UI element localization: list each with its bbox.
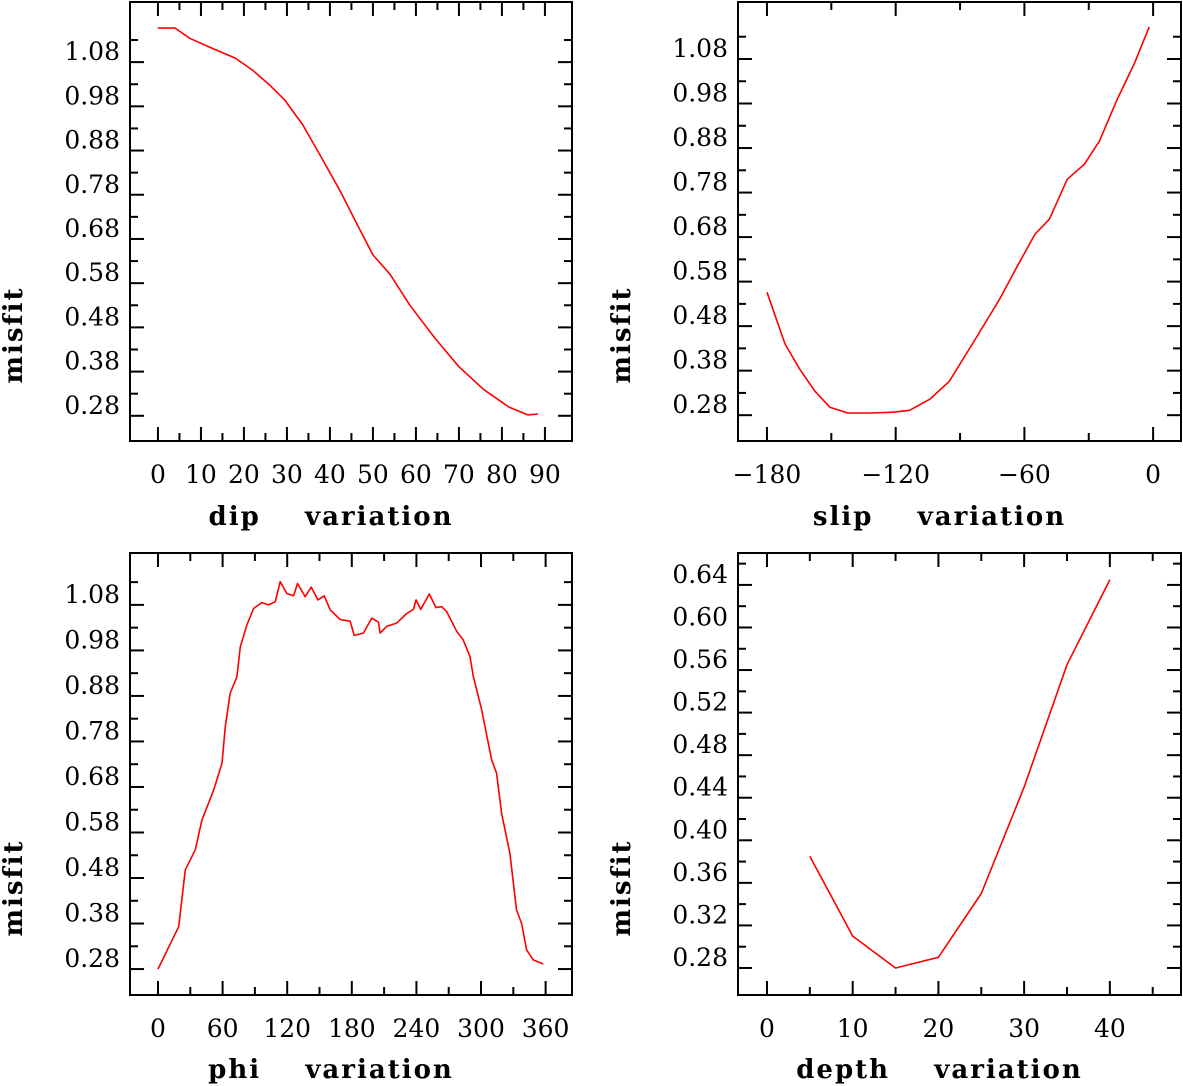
x-tick-label: 360 xyxy=(522,1014,570,1043)
y-tick-label: 0.32 xyxy=(672,900,728,929)
y-tick-label: 0.88 xyxy=(672,123,728,152)
x-tick-label: −60 xyxy=(998,460,1051,489)
y-axis-label: misfit xyxy=(0,286,29,383)
y-tick-label: 0.48 xyxy=(64,853,120,882)
series-line-slip xyxy=(766,26,1150,414)
y-tick-label: 0.58 xyxy=(672,257,728,286)
y-tick-label: 0.28 xyxy=(64,944,120,973)
series-line-dip xyxy=(157,27,539,416)
x-tick-label: 30 xyxy=(1008,1014,1040,1043)
y-tick-label: 1.08 xyxy=(64,37,120,66)
x-tick-label: 50 xyxy=(357,460,389,489)
y-tick-label: 0.48 xyxy=(672,730,728,759)
y-tick-label: 1.08 xyxy=(672,34,728,63)
y-tick-label: 0.28 xyxy=(64,391,120,420)
y-tick-label: 0.98 xyxy=(64,625,120,654)
plot-frame xyxy=(737,552,1182,996)
plot-frame xyxy=(129,552,573,996)
y-tick-label: 0.28 xyxy=(672,943,728,972)
y-tick-label: 0.64 xyxy=(672,560,728,589)
y-tick-label: 0.56 xyxy=(672,645,728,674)
x-tick-label: 300 xyxy=(457,1014,505,1043)
y-tick-label: 0.68 xyxy=(64,762,120,791)
y-tick-label: 0.44 xyxy=(672,773,728,802)
y-tick-label: 0.48 xyxy=(64,302,120,331)
x-tick-label: 30 xyxy=(271,460,303,489)
y-tick-label: 0.58 xyxy=(64,807,120,836)
x-tick-label: −180 xyxy=(733,460,802,489)
y-tick-label: 0.78 xyxy=(64,170,120,199)
x-tick-label: 20 xyxy=(228,460,260,489)
x-tick-label: 40 xyxy=(1094,1014,1126,1043)
plot-frame xyxy=(129,1,573,442)
y-tick-label: 0.28 xyxy=(672,390,728,419)
x-tick-label: 0 xyxy=(150,1014,166,1043)
y-tick-label: 0.58 xyxy=(64,258,120,287)
x-tick-label: 60 xyxy=(400,460,432,489)
y-tick-label: 0.52 xyxy=(672,688,728,717)
subplot-slip: −180 −120 −60 0 0.28 0.38 0.48 0.58 0.68 0.78 0.88… xyxy=(607,1,1182,532)
y-axis-label: misfit xyxy=(607,839,637,936)
x-tick-label: 0 xyxy=(150,460,166,489)
series-line-depth xyxy=(809,579,1111,969)
y-tick-label: 0.88 xyxy=(64,671,120,700)
y-tick-label: 0.78 xyxy=(64,716,120,745)
x-tick-label: 80 xyxy=(486,460,518,489)
x-tick-label: 40 xyxy=(314,460,346,489)
subplot-depth: 0 10 20 30 40 0.28 0.32 0.36 0.40 0.44 0.48 0.52 0.5… xyxy=(607,552,1182,1085)
x-axis-label: dip variation xyxy=(209,502,454,532)
x-tick-label: 0 xyxy=(759,1014,775,1043)
y-tick-label: 0.68 xyxy=(672,212,728,241)
x-tick-label: 70 xyxy=(443,460,475,489)
y-tick-label: 0.36 xyxy=(672,858,728,887)
y-axis-label: misfit xyxy=(0,839,29,936)
x-tick-label: 240 xyxy=(393,1014,441,1043)
x-axis-label: phi variation xyxy=(208,1055,454,1085)
x-tick-label: 180 xyxy=(328,1014,376,1043)
series-line-phi xyxy=(157,580,544,970)
y-tick-label: 0.78 xyxy=(672,168,728,197)
subplot-dip: 0 10 20 30 40 50 60 70 80 90 0.28 0.38 0.48 0.58 0.68 0… xyxy=(0,1,573,532)
y-tick-label: 0.38 xyxy=(672,346,728,375)
y-tick-label: 1.08 xyxy=(64,580,120,609)
y-tick-label: 0.38 xyxy=(64,347,120,376)
x-tick-label: 0 xyxy=(1145,460,1161,489)
x-tick-label: 60 xyxy=(207,1014,239,1043)
subplot-phi: 0 60 120 180 240 300 360 0.28 0.38 0.48 0.58 0.68 0.… xyxy=(0,552,573,1085)
y-tick-label: 0.88 xyxy=(64,126,120,155)
x-tick-label: 10 xyxy=(837,1014,869,1043)
y-tick-label: 0.60 xyxy=(672,602,728,631)
y-tick-label: 0.68 xyxy=(64,214,120,243)
x-tick-label: 10 xyxy=(185,460,217,489)
x-tick-label: 120 xyxy=(263,1014,311,1043)
x-tick-label: −120 xyxy=(861,460,930,489)
y-tick-label: 0.38 xyxy=(64,899,120,928)
x-axis-label: slip variation xyxy=(813,502,1066,532)
y-axis-label: misfit xyxy=(607,286,637,383)
x-axis-label: depth variation xyxy=(796,1055,1083,1085)
x-tick-label: 90 xyxy=(529,460,561,489)
y-tick-label: 0.48 xyxy=(672,301,728,330)
y-tick-label: 0.98 xyxy=(672,79,728,108)
x-tick-label: 20 xyxy=(923,1014,955,1043)
y-tick-label: 0.98 xyxy=(64,81,120,110)
y-tick-label: 0.40 xyxy=(672,815,728,844)
